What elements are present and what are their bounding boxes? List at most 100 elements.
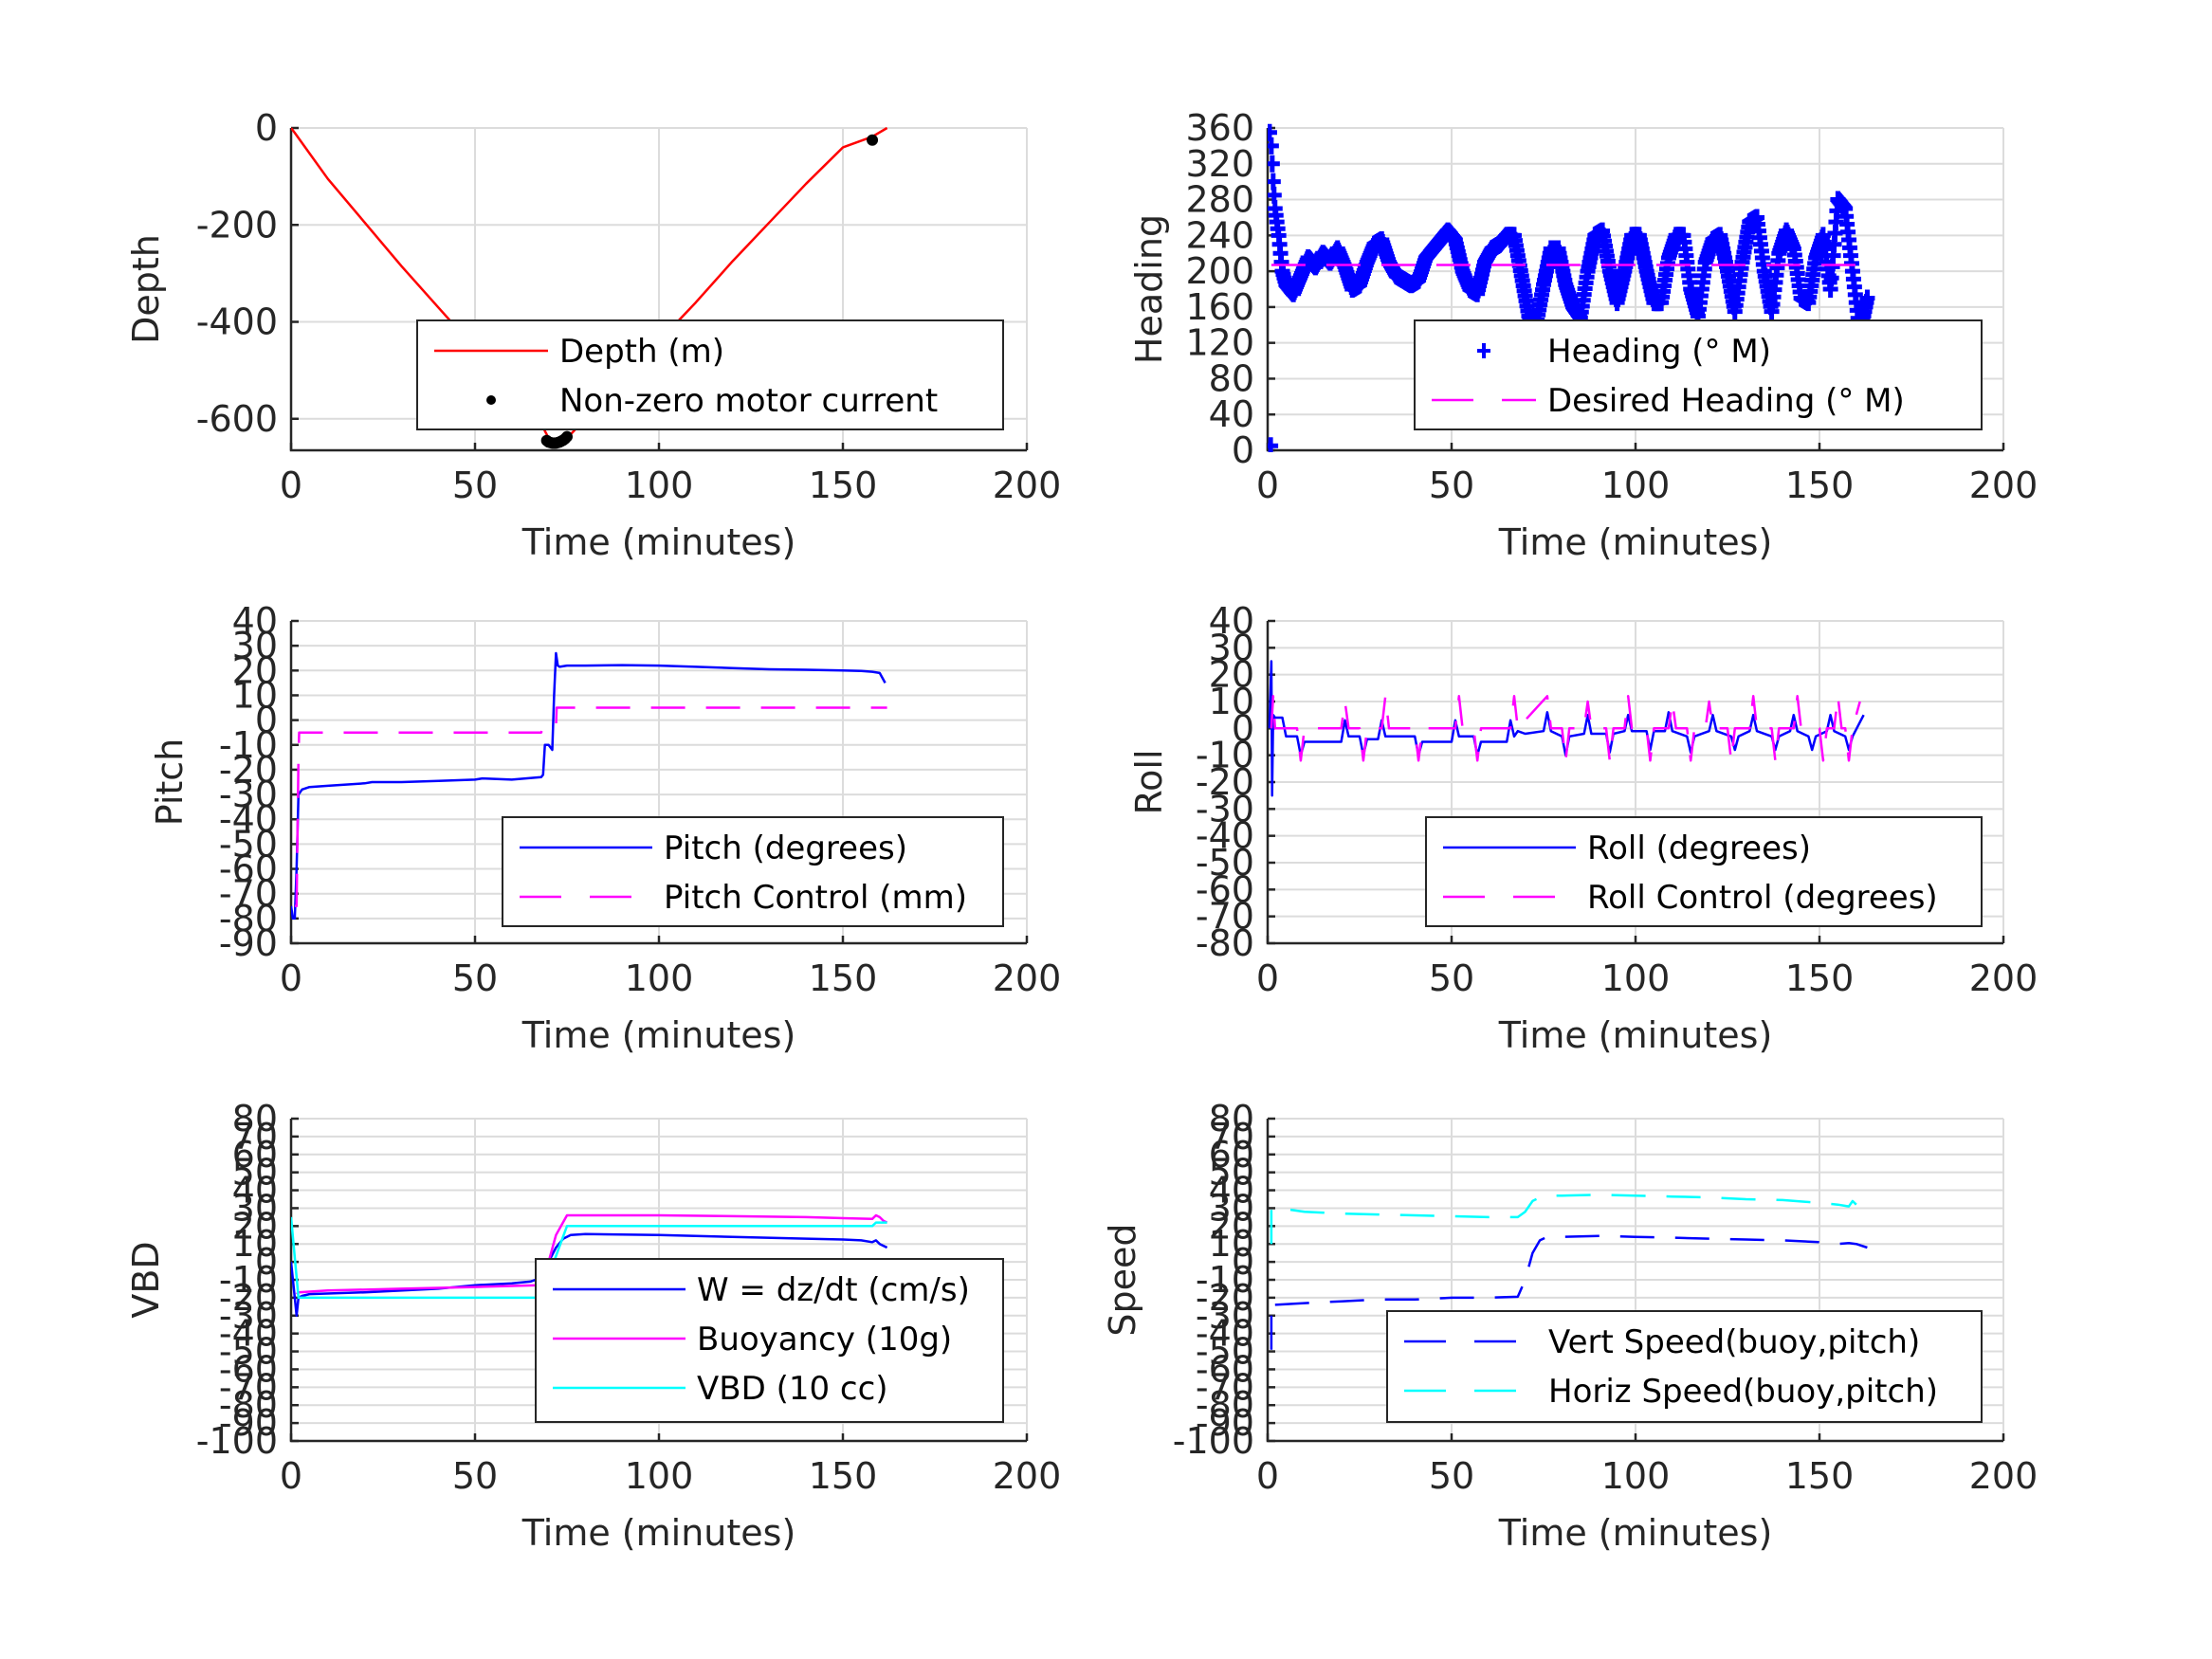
y-tick-label: -20 xyxy=(219,749,278,791)
y-tick-label: 0 xyxy=(1232,707,1254,749)
y-tick-label: 70 xyxy=(1209,1116,1254,1158)
legend-label: Pitch (degrees) xyxy=(664,830,907,867)
legend: Vert Speed(buoy,pitch) Horiz Speed(buoy,p… xyxy=(1386,1310,1983,1423)
y-tick-label: -60 xyxy=(219,848,278,890)
x-tick-label: 50 xyxy=(452,465,498,506)
subplot-heading: 0 50 100 150 20004080120160200240280320360Ti… xyxy=(1128,107,2038,563)
y-tick-label: -30 xyxy=(219,1295,278,1337)
legend-box xyxy=(1414,319,1983,430)
subplot-depth: 0 50 100 150 200 0 -200 -400 -600 Time (minutes) D… xyxy=(125,107,1061,563)
y-tick-label: -80 xyxy=(1196,922,1254,964)
x-tick-label: 150 xyxy=(1785,465,1855,506)
x-tick-label: 200 xyxy=(1969,1455,2038,1497)
legend-box xyxy=(502,816,1004,927)
legend-label: Pitch Control (mm) xyxy=(664,879,967,917)
series-roll-degrees xyxy=(1268,660,1865,797)
y-tick-label: 30 xyxy=(1209,1187,1254,1229)
y-tick-label: -40 xyxy=(219,798,278,840)
y-tick-label: -10 xyxy=(219,724,278,766)
y-axis-label: Depth xyxy=(125,234,167,344)
x-tick-label: 0 xyxy=(280,1455,302,1497)
legend-label: Non-zero motor current xyxy=(559,382,938,420)
y-tick-label: 0 xyxy=(1232,1241,1254,1283)
x-tick-label: 0 xyxy=(1256,957,1279,999)
y-axis-label: Speed xyxy=(1102,1223,1143,1336)
x-tick-label: 150 xyxy=(1785,957,1855,999)
y-tick-label: 60 xyxy=(232,1134,278,1176)
y-tick-label: -90 xyxy=(219,922,278,964)
subplot-speed: 0 50 100 150 200-100-90-80-70-60-50-40-30-20… xyxy=(1102,1098,2038,1554)
series-line xyxy=(294,706,887,908)
legend-box xyxy=(535,1258,1004,1423)
y-tick-label: -20 xyxy=(219,1277,278,1319)
legend-label: VBD (10 cc) xyxy=(697,1370,888,1408)
x-axis-label: Time (minutes) xyxy=(1498,521,1773,563)
y-tick-label: -10 xyxy=(1196,1259,1254,1301)
legend-label: Roll (degrees) xyxy=(1587,830,1811,867)
y-tick-label: 40 xyxy=(1209,600,1254,642)
y-tick-label: -400 xyxy=(196,301,278,343)
x-tick-label: 200 xyxy=(1969,957,2038,999)
y-tick-label: 50 xyxy=(232,1152,278,1194)
y-tick-label: 80 xyxy=(1209,1098,1254,1139)
y-tick-label: 10 xyxy=(232,1223,278,1265)
y-tick-label: -100 xyxy=(1173,1420,1254,1462)
legend: W = dz/dt (cm/s) Buoyancy (10g) VBD (10 cc… xyxy=(535,1258,1004,1423)
legend-box xyxy=(416,319,1004,430)
y-axis-label: Roll xyxy=(1128,749,1170,814)
legend-marker xyxy=(486,395,496,405)
y-tick-label: -10 xyxy=(219,1259,278,1301)
y-tick-label: 40 xyxy=(232,1170,278,1212)
y-tick-label: -90 xyxy=(219,1402,278,1444)
series-line xyxy=(1270,1234,1868,1352)
x-axis-label: Time (minutes) xyxy=(1498,1512,1773,1554)
y-tick-label: -70 xyxy=(1196,896,1254,938)
legend-label: W = dz/dt (cm/s) xyxy=(697,1271,970,1309)
y-tick-label: -200 xyxy=(196,204,278,246)
legend: Depth (m) Non-zero motor current xyxy=(416,319,1004,430)
data-point xyxy=(1859,289,1875,307)
y-tick-label: 240 xyxy=(1185,214,1254,256)
y-tick-label: -600 xyxy=(196,398,278,440)
y-axis-label: Heading xyxy=(1128,214,1170,364)
y-tick-label: -70 xyxy=(219,873,278,915)
y-tick-label: -50 xyxy=(219,1331,278,1373)
y-tick-label: 20 xyxy=(232,1205,278,1247)
y-tick-label: -30 xyxy=(1196,1295,1254,1337)
y-tick-label: 80 xyxy=(232,1098,278,1139)
x-tick-label: 50 xyxy=(1429,465,1474,506)
series-roll-control-degrees xyxy=(1270,695,1861,762)
y-tick-label: -60 xyxy=(1196,868,1254,910)
y-tick-label: -70 xyxy=(1196,1366,1254,1408)
series-w-dz-dt-cm-s xyxy=(291,1232,888,1318)
y-tick-label: 70 xyxy=(232,1116,278,1158)
series-heading-m xyxy=(1268,123,1875,452)
x-tick-label: 200 xyxy=(993,465,1062,506)
series-buoyancy-10g xyxy=(295,1213,888,1296)
x-tick-label: 200 xyxy=(993,957,1062,999)
series-line xyxy=(1270,695,1861,762)
y-tick-label: -50 xyxy=(1196,842,1254,884)
y-tick-label: -50 xyxy=(219,823,278,865)
y-tick-label: 320 xyxy=(1185,143,1254,185)
legend: Pitch (degrees) Pitch Control (mm) xyxy=(502,816,1004,927)
x-tick-label: 150 xyxy=(809,1455,878,1497)
y-tick-label: 280 xyxy=(1185,179,1254,221)
y-tick-label: 40 xyxy=(1209,1170,1254,1212)
y-tick-label: 10 xyxy=(232,674,278,716)
y-tick-label: -10 xyxy=(1196,735,1254,776)
x-tick-label: 0 xyxy=(280,957,302,999)
x-tick-label: 200 xyxy=(993,1455,1062,1497)
legend-label: Desired Heading (° M) xyxy=(1547,382,1905,420)
x-tick-label: 0 xyxy=(1256,1455,1279,1497)
series-line xyxy=(291,651,887,921)
y-tick-label: -80 xyxy=(1196,1384,1254,1426)
data-point xyxy=(1268,437,1279,452)
x-tick-label: 150 xyxy=(809,465,878,506)
y-tick-label: -20 xyxy=(1196,761,1254,803)
x-tick-label: 0 xyxy=(1256,465,1279,506)
x-tick-label: 50 xyxy=(1429,957,1474,999)
x-tick-label: 100 xyxy=(1601,957,1671,999)
y-axis-label: Pitch xyxy=(149,738,191,827)
